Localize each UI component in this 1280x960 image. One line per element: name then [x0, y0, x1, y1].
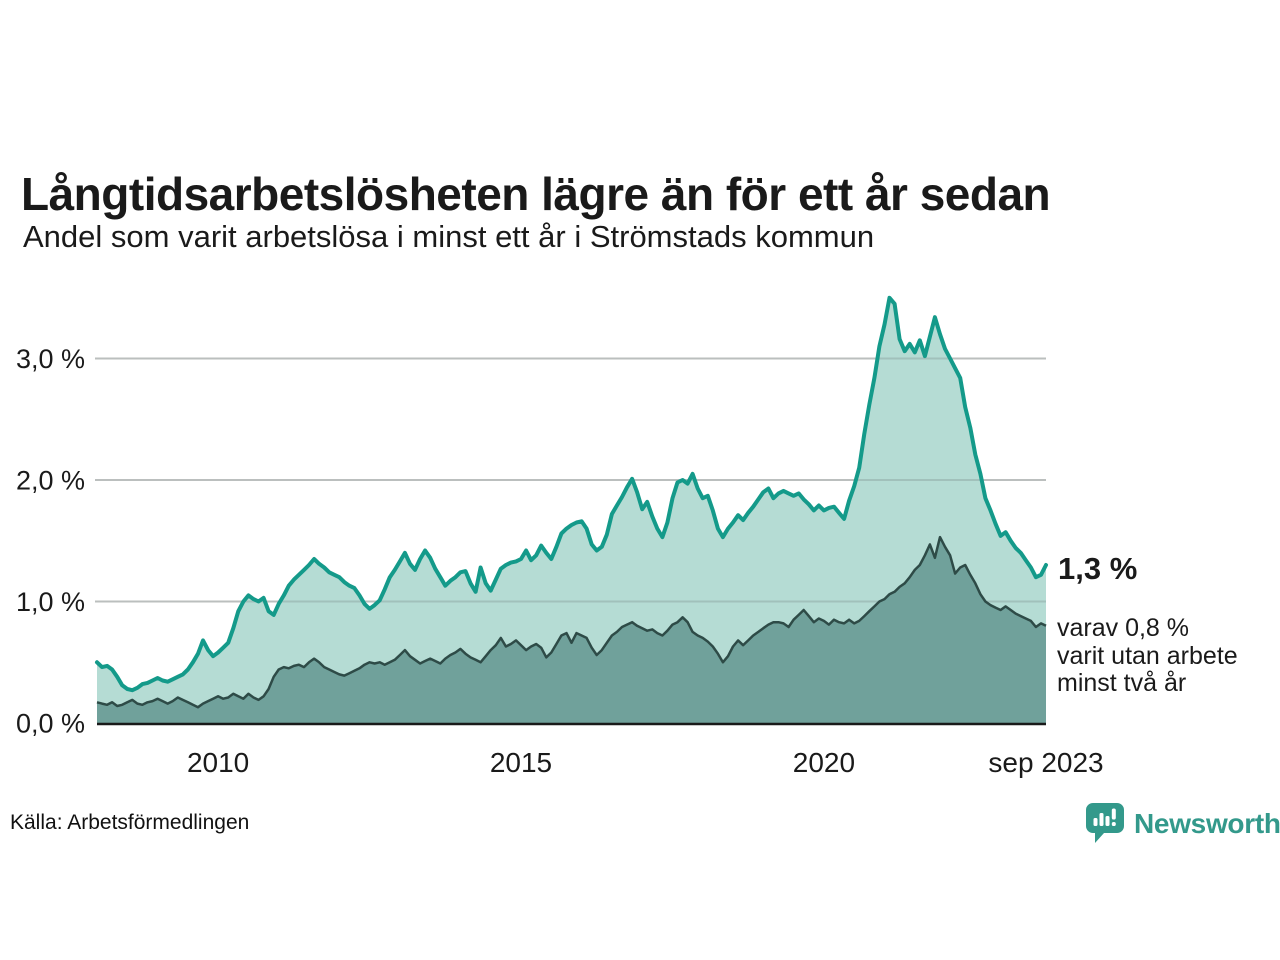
- endpoint-sub-line-3: minst två år: [1057, 669, 1187, 697]
- svg-text:2010: 2010: [187, 747, 249, 778]
- svg-text:sep 2023: sep 2023: [988, 747, 1103, 778]
- bar-small: [1093, 818, 1098, 826]
- chart-title: Långtidsarbetslösheten lägre än för ett …: [21, 167, 1051, 220]
- chart-subtitle: Andel som varit arbetslösa i minst ett å…: [23, 219, 875, 254]
- endpoint-sub-line-1: varav 0,8 %: [1057, 614, 1190, 642]
- svg-text:3,0 %: 3,0 %: [16, 344, 85, 374]
- exclamation-dot: [1111, 822, 1116, 826]
- svg-text:2015: 2015: [490, 747, 552, 778]
- endpoint-sub-label: varav 0,8 % varit utan arbete minst två …: [1057, 614, 1238, 698]
- endpoint-sub-line-2: varit utan arbete: [1057, 641, 1238, 670]
- exclamation-bar: [1111, 808, 1116, 820]
- svg-text:2020: 2020: [793, 747, 855, 778]
- newsworthy-icon: [1086, 803, 1124, 843]
- source-note: Källa: Arbetsförmedlingen: [10, 811, 250, 834]
- newsworthy-wordmark: Newsworthy: [1134, 808, 1280, 839]
- bar-tall: [1099, 813, 1104, 826]
- area-chart: 0,0 % 1,0 % 2,0 % 3,0 % 2010 2015 2020 sep 2023: [16, 295, 1104, 778]
- speech-bubble-shape: [1086, 803, 1124, 843]
- bar-medium: [1105, 816, 1110, 826]
- svg-text:0,0 %: 0,0 %: [16, 709, 85, 739]
- endpoint-value-label: 1,3 %: [1058, 551, 1138, 586]
- newsworthy-logo: Newsworthy: [1085, 802, 1280, 846]
- svg-text:2,0 %: 2,0 %: [16, 466, 85, 496]
- svg-text:1,0 %: 1,0 %: [16, 587, 85, 617]
